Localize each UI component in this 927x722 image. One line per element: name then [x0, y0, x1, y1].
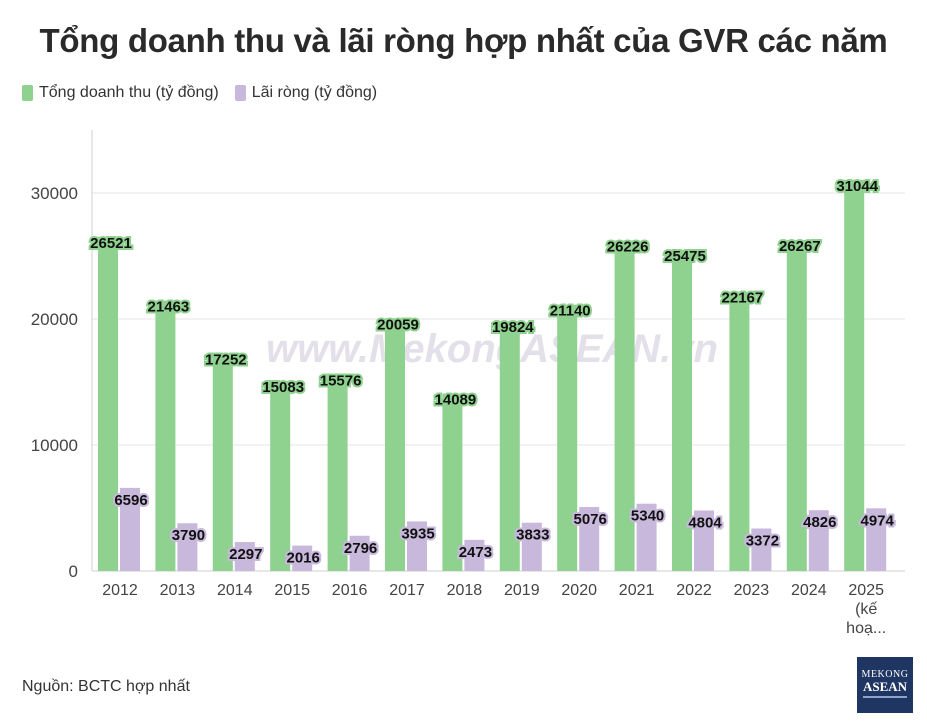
revenue-data-label: 20059	[377, 316, 419, 333]
legend-label-revenue: Tổng doanh thu (tỷ đồng)	[39, 84, 219, 101]
profit-data-label: 4974	[861, 512, 895, 529]
x-tick-label-line: (kế	[855, 601, 877, 618]
revenue-bar	[614, 240, 635, 571]
revenue-data-label: 26226	[607, 239, 649, 256]
profit-bar	[177, 523, 198, 571]
profit-bar	[234, 542, 255, 571]
profit-data-label: 2473	[459, 544, 492, 561]
x-tick-label: 2016	[332, 582, 368, 599]
profit-bar	[694, 510, 714, 571]
revenue-data-label: 31044	[836, 178, 878, 195]
profit-data-label: 3935	[401, 525, 434, 542]
revenue-data-label: 22167	[722, 290, 764, 307]
profit-bar	[292, 545, 313, 571]
x-tick-label: 2017	[389, 582, 425, 599]
revenue-data-label: 21463	[148, 299, 190, 316]
profit-bar	[521, 522, 542, 571]
x-tick-label: 2015	[274, 582, 310, 599]
revenue-data-label: 26267	[779, 238, 821, 255]
revenue-bar	[786, 240, 807, 571]
revenue-bar	[729, 291, 750, 571]
y-tick-label: 10000	[31, 436, 78, 455]
revenue-bar	[557, 304, 578, 571]
revenue-bar	[672, 250, 692, 571]
logo-line1: MEKONG	[861, 669, 909, 680]
profit-data-label: 3790	[172, 527, 205, 544]
x-tick-label: 2022	[676, 582, 712, 599]
x-tick-label: 2025 (kế hoạ...	[846, 582, 886, 637]
legend-swatch-profit	[234, 85, 246, 101]
y-tick-label: 0	[69, 562, 78, 581]
revenue-bar	[442, 393, 463, 571]
profit-data-label: 3372	[746, 533, 779, 550]
brand-logo: MEKONG ASEAN	[857, 657, 913, 713]
profit-data-label: 2297	[229, 546, 262, 563]
legend-item-profit: Lãi ròng (tỷ đồng)	[234, 84, 378, 102]
revenue-data-label: 25475	[664, 248, 706, 265]
profit-data-label: 4804	[688, 514, 722, 531]
revenue-data-label: 17252	[205, 352, 247, 369]
revenue-bar	[212, 353, 233, 571]
revenue-data-label: 15576	[320, 373, 362, 390]
x-tick-label: 2019	[504, 582, 540, 599]
revenue-data-label: 14089	[435, 391, 477, 408]
profit-data-label: 4826	[803, 514, 836, 531]
revenue-bar	[844, 179, 865, 572]
revenue-bar	[155, 300, 176, 571]
y-tick-label: 20000	[31, 310, 78, 329]
revenue-data-label: 21140	[550, 303, 591, 320]
profit-bar	[751, 528, 772, 571]
profit-bar	[866, 508, 887, 571]
source-note: Nguồn: BCTC hợp nhất	[22, 678, 190, 695]
profit-bar	[579, 507, 600, 571]
profit-data-label: 3833	[516, 527, 549, 544]
revenue-data-label: 26521	[90, 235, 132, 252]
revenue-data-label: 19824	[492, 319, 534, 336]
y-tick-label: 30000	[31, 184, 78, 203]
x-tick-label-line: hoạ...	[846, 620, 886, 637]
revenue-bar	[270, 380, 291, 571]
x-tick-label: 2014	[217, 582, 253, 599]
x-tick-label: 2023	[734, 582, 770, 599]
profit-data-label: 2016	[287, 550, 320, 567]
legend: Tổng doanh thu (tỷ đồng) Lãi ròng (tỷ đồ…	[22, 84, 377, 102]
profit-bar	[120, 487, 140, 571]
logo-underline	[863, 696, 907, 698]
revenue-bar	[327, 374, 348, 571]
revenue-bar	[499, 321, 520, 571]
profit-bar	[407, 521, 427, 571]
watermark: www.MekongASEAN.vn	[266, 327, 718, 371]
profit-bar	[349, 535, 370, 571]
revenue-bar	[385, 318, 405, 571]
chart-title: Tổng doanh thu và lãi ròng hợp nhất của …	[39, 22, 888, 59]
revenue-data-label: 15083	[262, 379, 304, 396]
profit-bar	[464, 539, 485, 571]
x-tick-label: 2018	[447, 582, 483, 599]
legend-swatch-revenue	[22, 85, 33, 101]
legend-label-profit: Lãi ròng (tỷ đồng)	[251, 84, 378, 101]
x-tick-label: 2013	[160, 582, 196, 599]
x-tick-label-line: 2025	[848, 582, 884, 599]
revenue-bar	[98, 236, 118, 572]
x-tick-label: 2012	[102, 582, 138, 599]
profit-data-label: 2796	[344, 540, 377, 557]
legend-item-revenue: Tổng doanh thu (tỷ đồng)	[22, 84, 219, 102]
profit-data-label: 5076	[574, 511, 607, 528]
profit-bar	[636, 503, 657, 571]
logo-line2: ASEAN	[862, 679, 908, 694]
x-tick-label: 2024	[791, 582, 827, 599]
profit-bar	[808, 510, 829, 571]
profit-data-label: 5340	[631, 508, 664, 525]
profit-data-label: 6596	[114, 492, 147, 509]
x-tick-label: 2021	[619, 582, 655, 599]
x-tick-label: 2020	[561, 582, 597, 599]
